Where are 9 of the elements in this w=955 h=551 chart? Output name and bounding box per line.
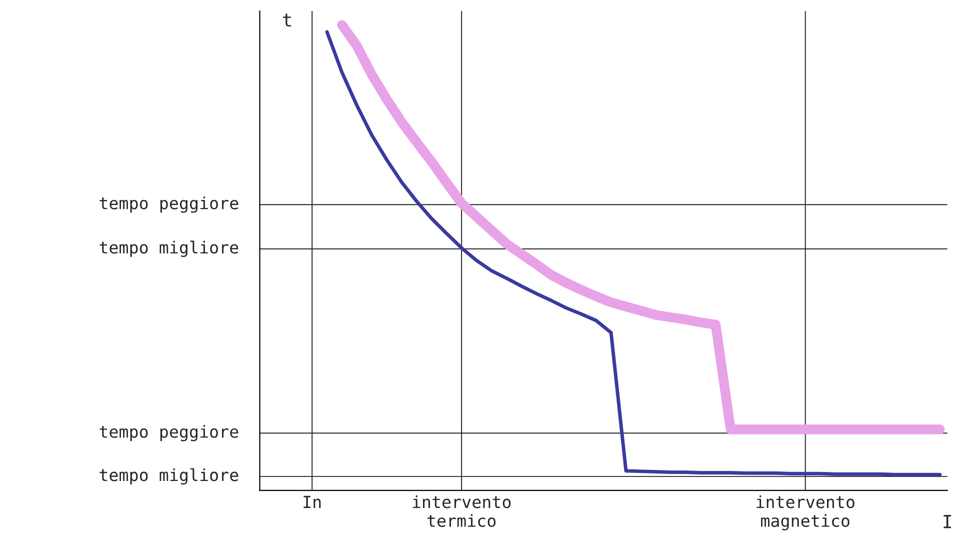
ref-line-label: tempo migliore — [100, 468, 238, 485]
y-axis-title: t — [282, 14, 291, 26]
ref-line-label: tempo migliore — [100, 240, 238, 258]
x-tick-label: intervento termico — [412, 495, 511, 528]
ref-line-label: tempo peggiore — [100, 196, 238, 213]
x-tick-label: In — [304, 496, 321, 508]
x-tick-label: intervento magnetico — [756, 495, 854, 530]
x-axis-title: I — [944, 515, 952, 528]
ref-line-label: tempo peggiore — [100, 425, 238, 442]
